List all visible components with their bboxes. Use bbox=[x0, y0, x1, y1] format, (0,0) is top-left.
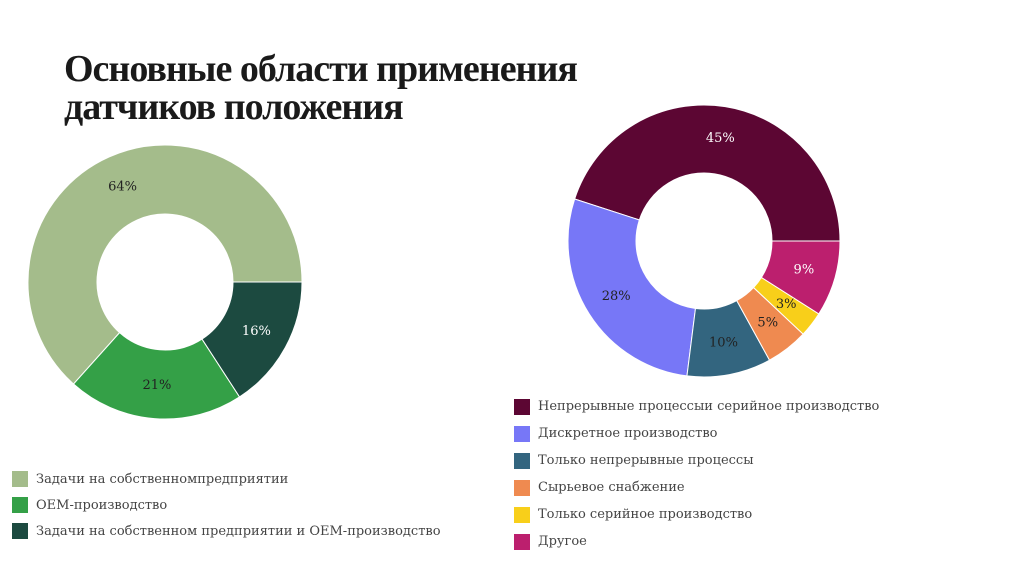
legend-swatch bbox=[12, 523, 28, 539]
donut-2-data-label-4: 5% bbox=[757, 316, 778, 331]
page-title-line-1: Основные области применения bbox=[64, 48, 578, 90]
donut-2-slice-2 bbox=[567, 198, 697, 377]
legend-label: Задачи на собственномпредприятии bbox=[36, 471, 289, 487]
legend-label: Другое bbox=[538, 534, 587, 549]
legend-2-item-2: Дискретное производство bbox=[514, 420, 879, 447]
legend-1-item-3: Задачи на собственном предприятии и OEM-… bbox=[12, 518, 441, 544]
legend-swatch bbox=[514, 452, 530, 469]
legend-left: Задачи на собственномпредприятии OEM-прои… bbox=[12, 466, 441, 544]
legend-right: Непрерывные процессыи серийное производс… bbox=[514, 393, 879, 555]
legend-1-item-1: Задачи на собственномпредприятии bbox=[12, 466, 441, 492]
legend-label: Только непрерывные процессы bbox=[538, 453, 754, 468]
legend-2-item-4: Сырьевое снабжение bbox=[514, 474, 879, 501]
legend-1-item-2: OEM-производство bbox=[12, 492, 441, 518]
legend-swatch bbox=[12, 497, 28, 513]
legend-label: Непрерывные процессыи серийное производс… bbox=[538, 399, 880, 414]
legend-swatch bbox=[514, 398, 530, 415]
legend-label: Только серийное производство bbox=[538, 507, 753, 522]
legend-swatch bbox=[514, 479, 530, 496]
legend-swatch bbox=[12, 471, 28, 487]
donut-2-slice-6 bbox=[760, 240, 841, 315]
legend-label: Сырьевое снабжение bbox=[538, 480, 685, 495]
donut-1-slice-3 bbox=[201, 281, 303, 398]
donut-2-data-label-5: 3% bbox=[776, 297, 797, 312]
legend-swatch bbox=[514, 425, 530, 442]
legend-swatch bbox=[514, 533, 530, 550]
page-title: Основные области применения датчиков пол… bbox=[64, 48, 578, 128]
donut-1-data-label-3: 16% bbox=[242, 324, 271, 339]
legend-2-item-5: Только серийное производство bbox=[514, 501, 879, 528]
legend-label: OEM-производство bbox=[36, 497, 168, 513]
donut-1-slice-1 bbox=[27, 144, 303, 385]
donut-2-data-label-1: 45% bbox=[706, 131, 735, 146]
donut-2-data-label-2: 28% bbox=[602, 289, 631, 304]
legend-2-item-6: Другое bbox=[514, 528, 879, 555]
donut-chart-right: 45% 28% 10% 5% 3% 9% bbox=[567, 104, 841, 378]
donut-1-slice-2 bbox=[72, 331, 241, 420]
donut-1-data-label-2: 21% bbox=[142, 378, 171, 393]
legend-2-item-3: Только непрерывные процессы bbox=[514, 447, 879, 474]
donut-2-data-label-6: 9% bbox=[794, 263, 815, 278]
donut-1-data-label-1: 64% bbox=[108, 180, 137, 195]
legend-2-item-1: Непрерывные процессыи серийное производс… bbox=[514, 393, 879, 420]
legend-swatch bbox=[514, 506, 530, 523]
donut-chart-left: 64% 21% 16% bbox=[27, 144, 303, 420]
donut-2-data-label-3: 10% bbox=[709, 336, 738, 351]
donut-2-slice-1 bbox=[574, 104, 841, 242]
legend-label: Дискретное производство bbox=[538, 426, 718, 441]
legend-label: Задачи на собственном предприятии и OEM-… bbox=[36, 523, 441, 539]
page-title-line-2: датчиков положения bbox=[64, 86, 404, 128]
